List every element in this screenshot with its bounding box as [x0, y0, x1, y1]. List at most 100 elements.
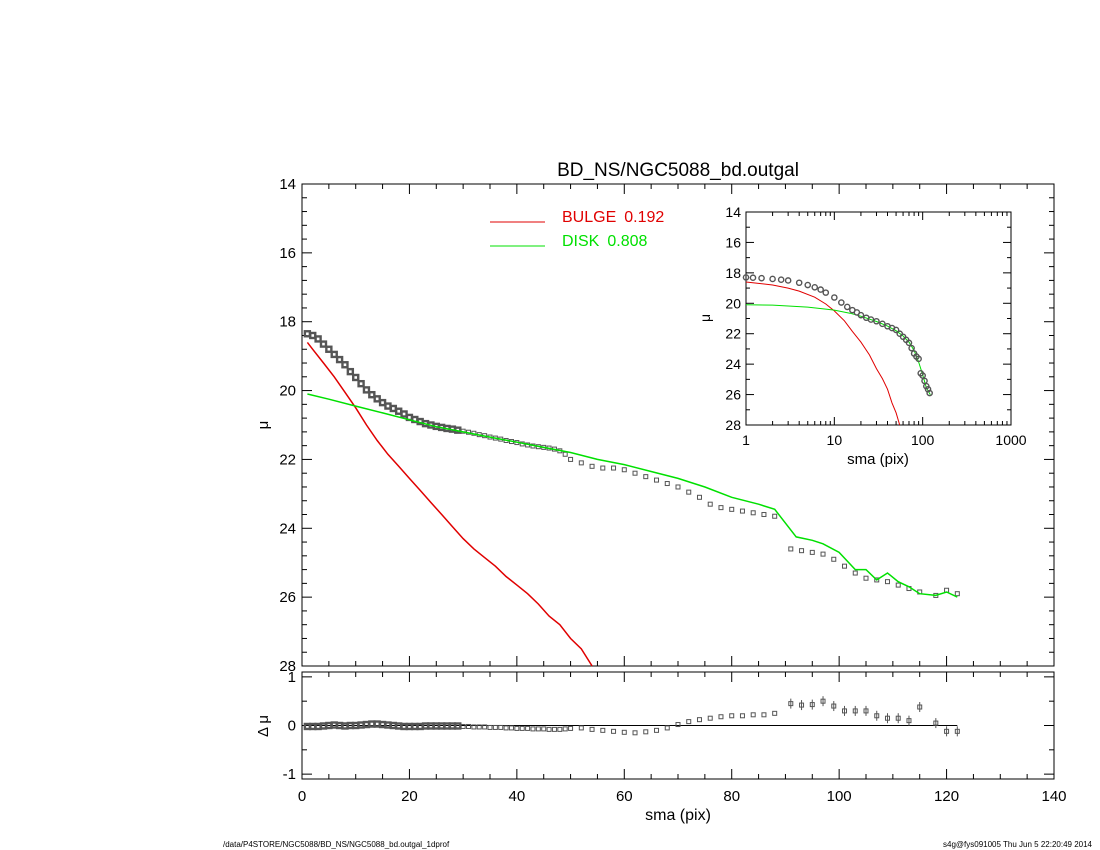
main-y-tick-label: 18	[279, 314, 296, 331]
residual-point	[546, 726, 552, 732]
data-point	[335, 355, 344, 364]
inset-series	[742, 274, 933, 426]
residual-point	[460, 723, 466, 729]
data-point	[589, 463, 595, 469]
data-point	[863, 575, 869, 581]
data-point	[696, 494, 702, 500]
main-y-tick-label: 14	[279, 176, 296, 193]
residual-point	[508, 725, 514, 731]
inset-y-tick-label: 26	[725, 387, 741, 403]
inset-data-point	[811, 284, 819, 291]
x-axis-label: sma (pix)	[645, 807, 711, 824]
residual-point	[718, 714, 724, 720]
data-point	[611, 465, 617, 471]
inset-data-point	[892, 326, 900, 334]
inset-data-point	[742, 274, 750, 281]
x-tick-label: 120	[934, 788, 959, 805]
residual-point	[675, 722, 681, 728]
main-y-tick-label: 28	[279, 658, 296, 675]
main-y-tick-label: 16	[279, 245, 296, 262]
residual-point	[466, 723, 472, 729]
data-point	[895, 582, 901, 588]
residual-point	[788, 701, 794, 707]
residual-point	[551, 726, 557, 732]
data-point	[314, 335, 322, 343]
residual-point	[686, 719, 692, 725]
residual-point	[611, 728, 617, 734]
residual-point	[632, 730, 638, 736]
data-point	[562, 451, 568, 457]
residual-point	[514, 725, 520, 731]
residual-point	[799, 702, 805, 708]
data-point	[325, 345, 333, 353]
data-point	[341, 361, 349, 369]
residual-point	[541, 726, 547, 732]
residual-point	[863, 708, 869, 714]
residual-point	[820, 698, 826, 704]
residual-point	[535, 726, 541, 732]
inset-bulge-line	[745, 281, 901, 426]
footer-timestamp: s4g@fys091005 Thu Jun 5 22:20:49 2014	[943, 840, 1092, 849]
residual-point	[852, 708, 858, 714]
x-tick-label: 140	[1041, 788, 1066, 805]
data-point	[799, 548, 805, 554]
inset-data-point	[777, 276, 785, 284]
residual-y-axis-label: Δ μ	[255, 715, 272, 737]
inset-y-tick-label: 24	[725, 356, 741, 372]
data-point	[362, 386, 371, 394]
main-y-tick-label: 24	[279, 520, 296, 537]
residual-point	[487, 724, 493, 730]
data-point	[820, 551, 826, 557]
residual-point	[454, 722, 462, 730]
residual-point	[842, 708, 848, 714]
residual-point	[519, 725, 525, 731]
inset-data-point	[919, 372, 926, 379]
inset-y-tick-label: 18	[725, 265, 741, 281]
residual-series	[302, 696, 960, 737]
data-point	[874, 577, 880, 583]
residual-point	[933, 720, 939, 726]
inset-data-point	[915, 355, 922, 363]
inset-data-point	[749, 274, 757, 282]
residual-point	[831, 703, 837, 709]
legend: BULGE 0.192 DISK 0.808	[490, 209, 664, 250]
main-y-tick-label: 20	[279, 383, 296, 400]
inset-data-point	[926, 389, 933, 397]
data-point	[729, 506, 735, 512]
inset-y-tick-label: 28	[725, 417, 741, 433]
residual-point	[906, 718, 912, 724]
residual-point	[498, 724, 504, 730]
data-point	[884, 579, 890, 585]
inset-axis-ticks: 14 16 18 20 22 24 26 281 10 100 1000	[725, 204, 1026, 448]
residual-point	[643, 729, 649, 735]
data-point	[600, 465, 606, 471]
residual-point	[772, 710, 778, 716]
x-tick-label: 0	[298, 788, 306, 805]
data-point	[842, 563, 848, 569]
data-point	[675, 484, 681, 490]
residual-point	[530, 726, 536, 732]
data-point	[621, 467, 627, 473]
inset-data-point	[831, 294, 838, 301]
x-tick-label: 60	[616, 788, 633, 805]
data-point	[568, 456, 574, 462]
residual-point	[917, 704, 923, 710]
data-point	[831, 556, 837, 562]
inset-x-tick-label: 1	[742, 432, 750, 448]
bulge-line	[306, 341, 593, 667]
inset-data-point	[867, 316, 875, 323]
data-point	[368, 391, 376, 399]
residual-point	[729, 713, 735, 719]
residual-point	[944, 728, 950, 734]
chart-title: BD_NS/NGC5088_bd.outgal	[557, 160, 799, 181]
main-y-tick-label: 26	[279, 589, 296, 606]
x-tick-label: 40	[509, 788, 526, 805]
data-point	[739, 508, 745, 514]
data-point	[352, 373, 360, 382]
x-tick-label: 100	[827, 788, 852, 805]
legend-disk-name: DISK	[562, 233, 600, 250]
inset-data-point	[817, 286, 824, 293]
residual-point	[739, 713, 745, 719]
residual-point	[874, 713, 880, 719]
